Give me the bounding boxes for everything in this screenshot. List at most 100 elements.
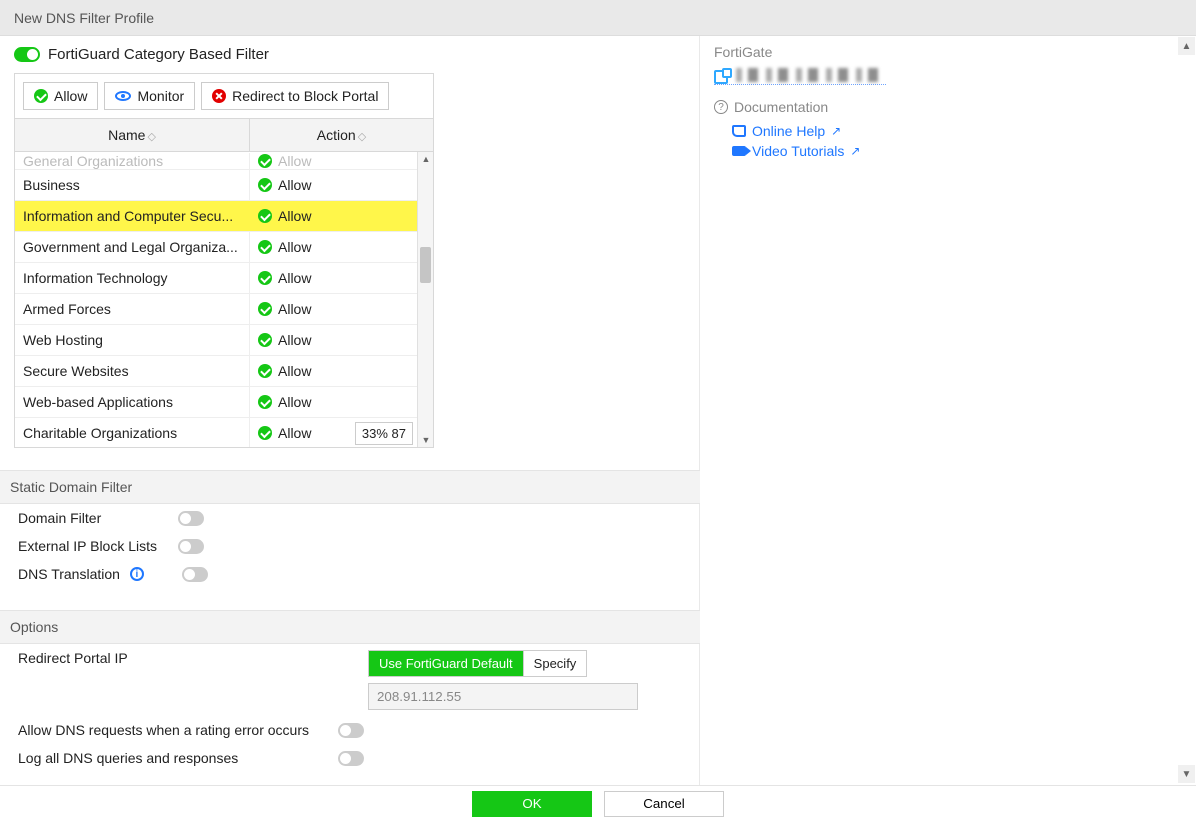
redirect-ip-input[interactable] xyxy=(368,683,638,710)
row-name: Business xyxy=(15,170,250,200)
row-action: Allow xyxy=(250,201,410,231)
log-all-toggle[interactable] xyxy=(338,751,364,766)
options-section-title: Options xyxy=(0,610,700,644)
external-ip-blocklists-label: External IP Block Lists xyxy=(18,538,168,554)
scroll-badge: 33% 87 xyxy=(355,422,413,445)
check-icon xyxy=(258,271,272,285)
allow-button[interactable]: Allow xyxy=(23,82,98,110)
online-help-link[interactable]: Online Help ↗ xyxy=(714,121,1182,141)
external-link-icon: ↗ xyxy=(831,124,841,138)
check-icon xyxy=(258,426,272,440)
log-all-row: Log all DNS queries and responses xyxy=(14,744,699,772)
grid-scrollbar[interactable]: ▲ ▼ xyxy=(417,152,433,447)
documentation-label: Documentation xyxy=(734,99,828,115)
row-action: Allow xyxy=(250,263,410,293)
domain-filter-toggle[interactable] xyxy=(178,511,204,526)
table-row[interactable]: Information Technology Allow xyxy=(15,263,433,294)
check-icon xyxy=(34,89,48,103)
grid-header: Name◇ Action◇ xyxy=(15,118,433,152)
check-icon xyxy=(258,178,272,192)
redirect-button-label: Redirect to Block Portal xyxy=(232,88,378,104)
redirect-portal-label: Redirect Portal IP xyxy=(18,650,358,666)
col-name-header[interactable]: Name◇ xyxy=(15,119,250,151)
fortigate-device-link[interactable] xyxy=(714,66,886,85)
row-name: Information Technology xyxy=(15,263,250,293)
external-link-icon: ↗ xyxy=(850,144,860,158)
video-tutorials-link[interactable]: Video Tutorials ↗ xyxy=(714,141,1182,161)
info-icon[interactable]: i xyxy=(130,567,144,581)
documentation-section: ? Documentation xyxy=(714,99,1182,115)
dns-translation-toggle[interactable] xyxy=(182,567,208,582)
sort-icon: ◇ xyxy=(358,131,366,143)
row-action: Allow xyxy=(250,170,410,200)
row-name: Government and Legal Organiza... xyxy=(15,232,250,262)
row-name: General Organizations xyxy=(15,153,250,169)
video-tutorials-label: Video Tutorials xyxy=(752,143,844,159)
domain-filter-row: Domain Filter xyxy=(14,504,699,532)
scroll-up-icon[interactable]: ▲ xyxy=(418,152,434,166)
col-action-header[interactable]: Action◇ xyxy=(250,119,433,151)
row-action: Allow xyxy=(250,356,410,386)
static-domain-section-title: Static Domain Filter xyxy=(0,470,700,504)
redirect-button[interactable]: Redirect to Block Portal xyxy=(201,82,389,110)
window-title: New DNS Filter Profile xyxy=(14,10,154,26)
block-icon xyxy=(212,89,226,103)
row-action: Allow xyxy=(250,387,410,417)
row-action: Allow xyxy=(250,294,410,324)
allow-on-error-label: Allow DNS requests when a rating error o… xyxy=(18,722,328,738)
window-titlebar: New DNS Filter Profile xyxy=(0,0,1196,36)
cancel-button[interactable]: Cancel xyxy=(604,791,724,817)
fortigate-section-label: FortiGate xyxy=(714,44,1182,60)
ok-button[interactable]: OK xyxy=(472,791,592,817)
eye-icon xyxy=(115,91,131,101)
allow-on-error-toggle[interactable] xyxy=(338,723,364,738)
external-ip-blocklists-toggle[interactable] xyxy=(178,539,204,554)
check-icon xyxy=(258,240,272,254)
redirect-portal-row: Redirect Portal IP Use FortiGuard Defaul… xyxy=(14,644,699,716)
page-scroll-up-icon[interactable]: ▲ xyxy=(1178,37,1195,55)
online-help-label: Online Help xyxy=(752,123,825,139)
check-icon xyxy=(258,364,272,378)
check-icon xyxy=(258,333,272,347)
table-row[interactable]: Armed Forces Allow xyxy=(15,294,433,325)
fortiguard-filter-heading: FortiGuard Category Based Filter xyxy=(48,46,269,63)
check-icon xyxy=(258,209,272,223)
row-name: Charitable Organizations xyxy=(15,418,250,447)
row-name: Web-based Applications xyxy=(15,387,250,417)
check-icon xyxy=(258,154,272,168)
row-name: Information and Computer Secu... xyxy=(15,201,250,231)
dialog-footer: OK Cancel xyxy=(0,785,1196,821)
segment-default-button[interactable]: Use FortiGuard Default xyxy=(369,651,524,676)
row-action: Allow xyxy=(250,232,410,262)
redirect-portal-segment: Use FortiGuard Default Specify xyxy=(368,650,587,677)
table-row[interactable]: Government and Legal Organiza... Allow xyxy=(15,232,433,263)
allow-button-label: Allow xyxy=(54,88,87,104)
fortiguard-filter-toggle[interactable] xyxy=(14,47,40,62)
scroll-down-icon[interactable]: ▼ xyxy=(418,433,434,447)
segment-specify-button[interactable]: Specify xyxy=(524,651,587,676)
monitor-button[interactable]: Monitor xyxy=(104,82,195,110)
table-row[interactable]: Business Allow xyxy=(15,170,433,201)
allow-on-error-row: Allow DNS requests when a rating error o… xyxy=(14,716,699,744)
page-scroll-down-icon[interactable]: ▼ xyxy=(1178,765,1195,783)
row-name: Armed Forces xyxy=(15,294,250,324)
device-icon xyxy=(714,68,730,82)
domain-filter-label: Domain Filter xyxy=(18,510,168,526)
table-row[interactable]: Web Hosting Allow xyxy=(15,325,433,356)
book-icon xyxy=(732,125,746,137)
table-row[interactable]: General Organizations Allow xyxy=(15,152,433,170)
dns-translation-row: DNS Translation i xyxy=(14,560,699,588)
video-icon xyxy=(732,146,746,156)
scrollbar-thumb[interactable] xyxy=(420,247,431,283)
check-icon xyxy=(258,302,272,316)
check-icon xyxy=(258,395,272,409)
log-all-label: Log all DNS queries and responses xyxy=(18,750,328,766)
table-row[interactable]: Web-based Applications Allow xyxy=(15,387,433,418)
table-row[interactable]: Secure Websites Allow xyxy=(15,356,433,387)
table-row[interactable]: Information and Computer Secu... Allow xyxy=(15,201,433,232)
device-name-redacted xyxy=(736,68,886,82)
monitor-button-label: Monitor xyxy=(137,88,184,104)
dns-translation-label: DNS Translation xyxy=(18,566,120,582)
row-name: Secure Websites xyxy=(15,356,250,386)
external-ip-blocklists-row: External IP Block Lists xyxy=(14,532,699,560)
